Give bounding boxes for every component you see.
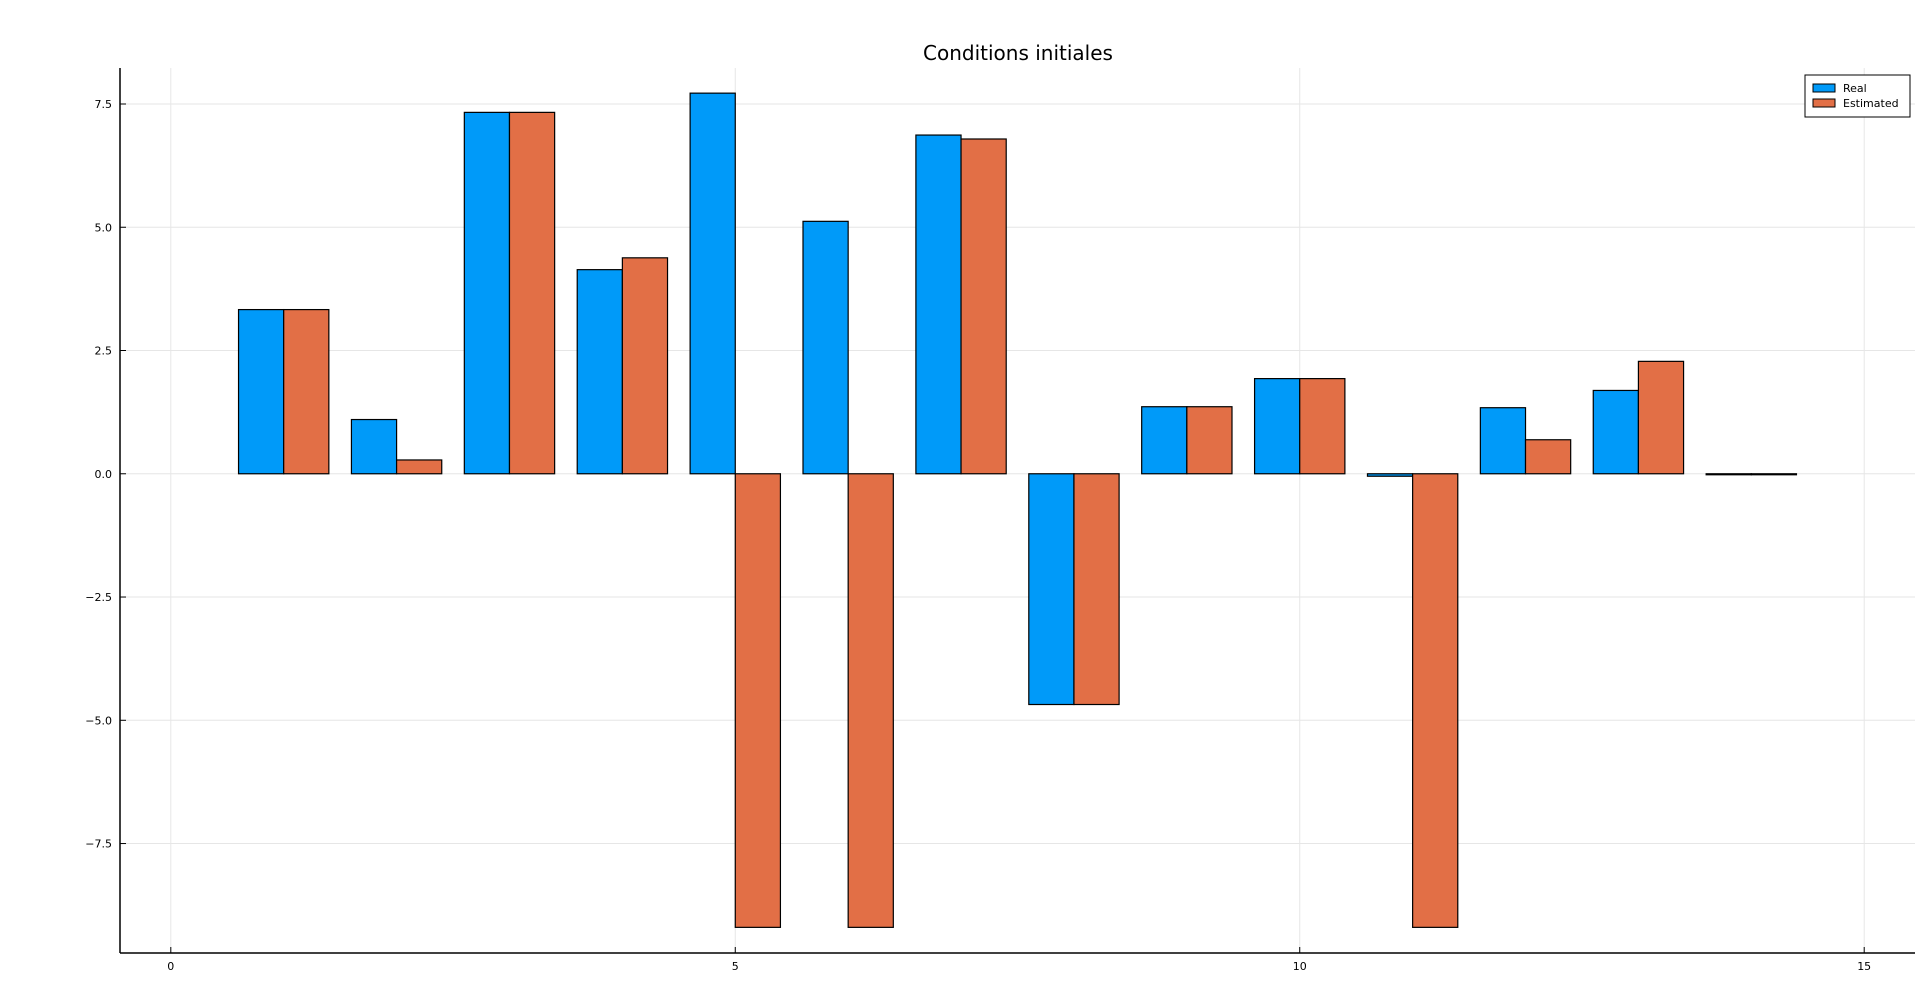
bar-estimated-2 — [395, 459, 443, 475]
bar-estimated-4 — [621, 257, 669, 475]
y-tick-label: −5.0 — [85, 714, 112, 727]
bar-real-2 — [350, 418, 398, 475]
x-tick-label: 0 — [167, 960, 174, 973]
x-tick-label: 10 — [1293, 960, 1307, 973]
legend-swatch-estimated — [1812, 98, 1836, 108]
bar-real-14 — [1705, 473, 1752, 476]
bar-estimated-14 — [1750, 473, 1798, 476]
bar-real-7 — [915, 134, 962, 475]
y-tick-label: 7.5 — [95, 98, 113, 111]
bar-real-4 — [576, 269, 623, 475]
bar-real-3 — [463, 111, 511, 475]
bar-estimated-13 — [1637, 360, 1685, 475]
y-tick-label: 5.0 — [95, 221, 113, 234]
bar-estimated-1 — [283, 308, 330, 475]
bar-real-10 — [1253, 378, 1301, 475]
bar-estimated-12 — [1524, 439, 1572, 475]
axes — [119, 68, 1915, 954]
bar-real-12 — [1479, 407, 1527, 475]
bar-estimated-3 — [508, 111, 556, 475]
y-tick-label: −2.5 — [85, 591, 112, 604]
bar-real-13 — [1592, 389, 1640, 475]
bar-estimated-8 — [1073, 473, 1120, 706]
y-tick-label: 0.0 — [95, 468, 113, 481]
ticks: 0 5 10 15 7.5 5.0 2.5 0.0 −2.5 −5.0 −7.5 — [85, 98, 1871, 973]
bar-real-1 — [237, 308, 285, 475]
bar-estimated-5 — [734, 473, 782, 928]
bar-estimated-9 — [1186, 406, 1233, 475]
bar-estimated-7 — [960, 138, 1007, 475]
y-tick-label: −7.5 — [85, 838, 112, 851]
legend-box — [1804, 74, 1911, 118]
y-tick-label: 2.5 — [95, 345, 113, 358]
legend-swatch-real — [1812, 83, 1836, 93]
legend-label-real: Real — [1843, 82, 1867, 95]
bar-real-6 — [802, 220, 849, 475]
chart-title: Conditions initiales — [923, 41, 1113, 65]
bar-real-9 — [1141, 406, 1188, 475]
legend-label-estimated: Estimated — [1843, 97, 1899, 110]
bar-real-11 — [1366, 473, 1414, 477]
bar-real-8 — [1028, 473, 1075, 706]
x-tick-label: 5 — [732, 960, 739, 973]
bar-estimated-10 — [1299, 378, 1346, 475]
bars — [237, 92, 1798, 928]
bar-real-5 — [689, 92, 736, 475]
legend: Real Estimated — [1804, 74, 1911, 118]
bar-estimated-6 — [847, 473, 894, 928]
x-tick-label: 15 — [1857, 960, 1871, 973]
bar-estimated-11 — [1412, 473, 1459, 928]
